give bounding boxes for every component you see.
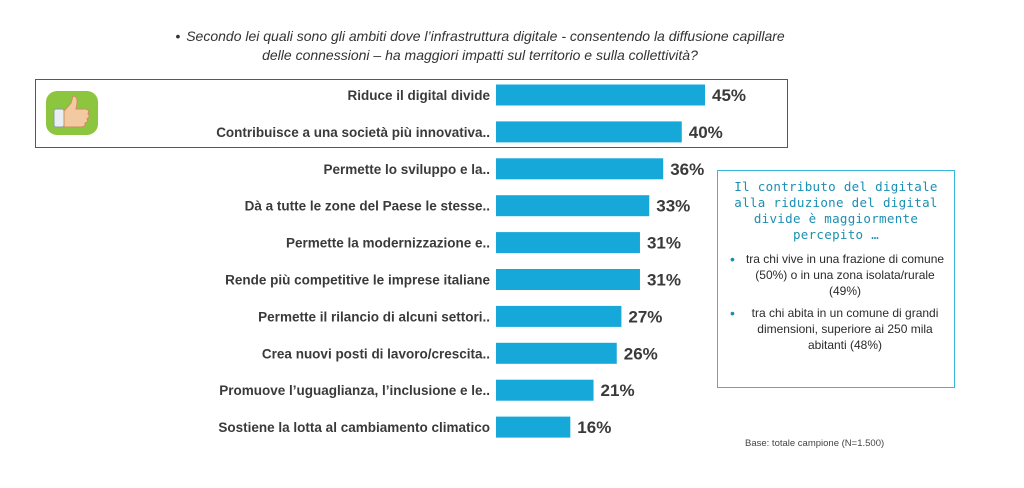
value-label: 40% <box>689 123 723 142</box>
value-label: 36% <box>670 160 704 179</box>
bar <box>496 84 705 106</box>
highlight-box <box>35 79 788 148</box>
category-label: Contribuisce a una società più innovativ… <box>216 125 490 140</box>
bar <box>496 232 640 254</box>
category-label: Permette il rilancio di alcuni settori.. <box>258 309 490 324</box>
callout-title: Il contributo del digitale alla riduzion… <box>734 179 938 242</box>
value-label: 27% <box>628 307 662 326</box>
callout-bullet-1: tra chi vive in una frazione di comune (… <box>730 251 946 299</box>
bar <box>496 158 664 180</box>
value-label: 31% <box>647 271 681 290</box>
value-label: 21% <box>601 381 635 400</box>
bar <box>496 269 640 290</box>
category-label: Dà a tutte le zone del Paese le stesse.. <box>245 199 490 214</box>
question-line-1: • Secondo lei quali sono gli ambiti dove … <box>100 27 860 46</box>
category-label: Sostiene la lotta al cambiamento climati… <box>218 420 490 435</box>
callout-bullet-2: tra chi abita in un comune di grandi dim… <box>730 305 946 353</box>
value-label: 33% <box>656 197 690 216</box>
bar <box>496 342 617 364</box>
category-label: Permette la modernizzazione e.. <box>286 236 490 251</box>
survey-question: • Secondo lei quali sono gli ambiti dove … <box>100 27 860 65</box>
bar <box>496 379 594 401</box>
value-label: 26% <box>624 344 658 363</box>
bar <box>496 195 650 217</box>
bar <box>496 305 622 327</box>
question-text-1: Secondo lei quali sono gli ambiti dove l… <box>186 28 785 44</box>
value-label: 45% <box>712 86 746 105</box>
callout-list: tra chi vive in una frazione di comune (… <box>726 251 946 353</box>
category-label: Permette lo sviluppo e la.. <box>323 162 490 177</box>
value-label: 31% <box>647 234 681 253</box>
thumbs-up-icon <box>46 91 98 135</box>
bullet-icon: • <box>175 28 181 44</box>
category-label: Rende più competitive le imprese italian… <box>225 273 490 288</box>
category-label: Promuove l’uguaglianza, l’inclusione e l… <box>219 383 490 398</box>
value-label: 16% <box>577 418 611 437</box>
category-label: Crea nuovi posti di lavoro/crescita.. <box>262 346 490 361</box>
question-line-2: delle connessioni – ha maggiori impatti … <box>262 47 698 63</box>
base-note: Base: totale campione (N=1.500) <box>745 438 885 449</box>
category-label: Riduce il digital divide <box>347 88 490 103</box>
callout-box: Il contributo del digitale alla riduzion… <box>717 170 955 388</box>
bar <box>496 416 571 438</box>
bar <box>496 121 682 143</box>
